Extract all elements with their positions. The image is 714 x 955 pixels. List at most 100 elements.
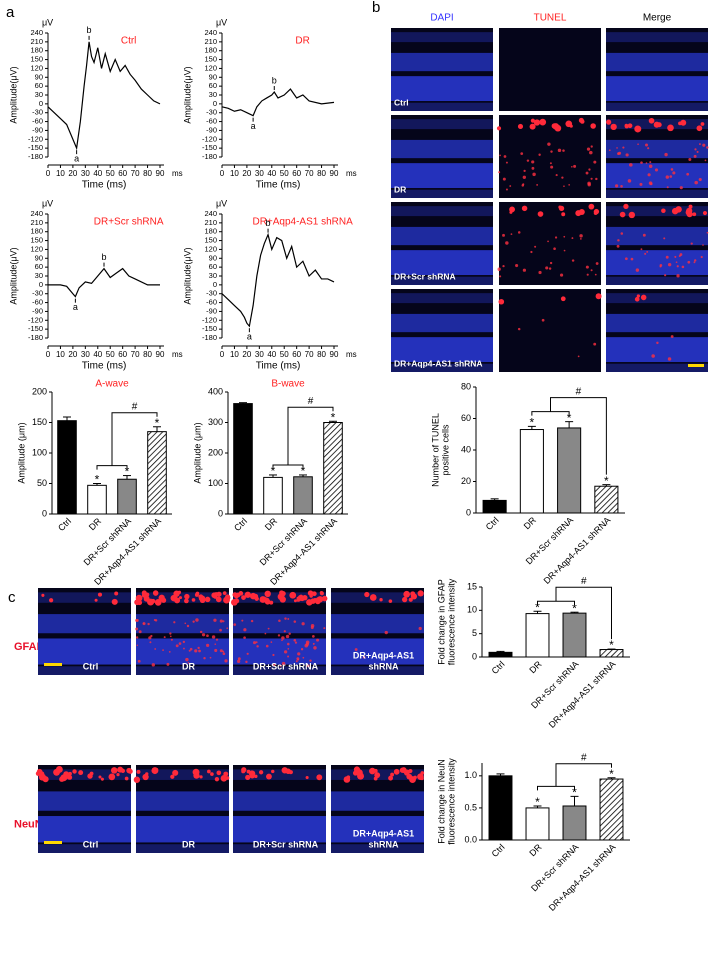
signal-spot — [244, 591, 251, 598]
nuclear-layer — [331, 844, 424, 853]
chart-title: DR — [295, 36, 309, 47]
signal-spot — [216, 770, 222, 776]
x-axis-label: Time (ms) — [82, 361, 127, 372]
y-tick-label: 100 — [32, 447, 47, 457]
y-tick-label: 180 — [30, 227, 43, 236]
signal-spot — [312, 642, 315, 645]
signal-spot — [563, 249, 566, 252]
signal-spot — [189, 647, 193, 651]
nuclear-layer — [391, 250, 493, 276]
signal-spot — [306, 664, 310, 668]
y-tick-label: -90 — [32, 125, 43, 134]
y-axis-label: Amplitude(μV) — [8, 66, 18, 123]
x-tick-label: 60 — [292, 350, 301, 359]
x-tick-label: DR — [522, 515, 539, 532]
signal-spot — [648, 164, 653, 169]
y-tick-label: 150 — [30, 55, 43, 64]
signal-spot — [617, 152, 620, 156]
y-tick-label: 60 — [35, 262, 43, 271]
signal-spot — [670, 335, 674, 338]
signal-spot — [640, 161, 643, 164]
signal-spot — [369, 594, 377, 601]
signal-spot — [590, 123, 596, 129]
peak-label: b — [272, 75, 277, 85]
signal-spot — [646, 251, 649, 253]
signal-spot — [526, 159, 530, 162]
peak-label: b — [101, 252, 106, 262]
row-label: DR+Aqp4-AS1 shRNA — [394, 358, 483, 368]
nuclear-layer — [606, 363, 708, 372]
signal-spot — [224, 659, 228, 663]
signal-spot — [568, 183, 570, 186]
y-tick-label: -30 — [206, 289, 217, 298]
nuclear-layer — [391, 189, 493, 198]
significance-label: # — [308, 396, 314, 407]
signal-spot — [559, 273, 564, 277]
erg-trace — [221, 232, 335, 328]
y-tick-label: -180 — [28, 152, 43, 161]
signal-spot — [241, 595, 246, 600]
nuclear-layer — [136, 844, 229, 853]
signal-spot — [561, 176, 564, 179]
signal-spot — [310, 623, 315, 628]
y-tick-label: -150 — [28, 143, 43, 152]
signal-spot — [410, 591, 416, 597]
y-tick-label: 300 — [208, 417, 223, 427]
signal-spot — [120, 768, 126, 773]
signal-spot — [573, 164, 577, 168]
column-header: DAPI — [430, 13, 453, 24]
signal-spot — [246, 652, 249, 655]
signal-spot — [219, 619, 223, 623]
signal-spot — [565, 120, 573, 128]
signal-spot — [681, 265, 685, 269]
signal-spot — [537, 211, 544, 217]
signal-spot — [264, 632, 267, 635]
x-tick-label: Ctrl — [484, 515, 501, 532]
signal-spot — [522, 183, 525, 186]
signal-spot — [593, 208, 600, 215]
signal-spot — [675, 206, 682, 213]
signal-spot — [593, 342, 597, 346]
x-tick-label: Ctrl — [490, 842, 507, 859]
nuclear-layer — [606, 293, 708, 304]
signal-spot — [295, 660, 298, 663]
column-header: Merge — [643, 13, 672, 24]
signal-spot — [191, 598, 196, 602]
signal-spot — [287, 618, 290, 620]
nuclear-layer — [391, 337, 493, 363]
bar — [557, 427, 582, 514]
x-tick-label: 20 — [68, 169, 77, 178]
signal-spot — [418, 626, 422, 631]
signal-spot — [635, 268, 640, 272]
signal-spot — [222, 652, 226, 656]
nuclear-layer — [136, 769, 229, 780]
significance-marker: * — [155, 416, 160, 430]
nuclear-layer — [38, 816, 131, 843]
y-tick-label: 180 — [30, 46, 43, 55]
x-tick-label: 90 — [330, 169, 339, 178]
signal-spot — [579, 234, 583, 238]
signal-spot — [499, 275, 502, 278]
signal-spot — [575, 210, 582, 217]
significance-marker: * — [604, 474, 609, 488]
signal-spot — [595, 293, 602, 300]
signal-spot — [283, 630, 286, 633]
nuclear-layer — [606, 32, 708, 43]
signal-spot — [571, 237, 574, 240]
signal-spot — [667, 124, 674, 132]
signal-spot — [178, 596, 183, 600]
signal-spot — [136, 644, 139, 647]
y-tick-label: 210 — [30, 218, 43, 227]
nuclear-layer — [391, 119, 493, 130]
signal-spot — [299, 594, 303, 599]
signal-spot — [665, 255, 669, 259]
signal-spot — [116, 773, 120, 777]
signal-spot — [256, 645, 259, 648]
signal-spot — [265, 773, 272, 780]
signal-spot — [168, 651, 171, 653]
nuclear-layer — [391, 293, 493, 304]
y-axis-label: Fold change in GFAP — [436, 579, 446, 665]
signal-spot — [580, 237, 582, 240]
significance-label: # — [132, 401, 138, 412]
signal-spot — [160, 597, 167, 603]
